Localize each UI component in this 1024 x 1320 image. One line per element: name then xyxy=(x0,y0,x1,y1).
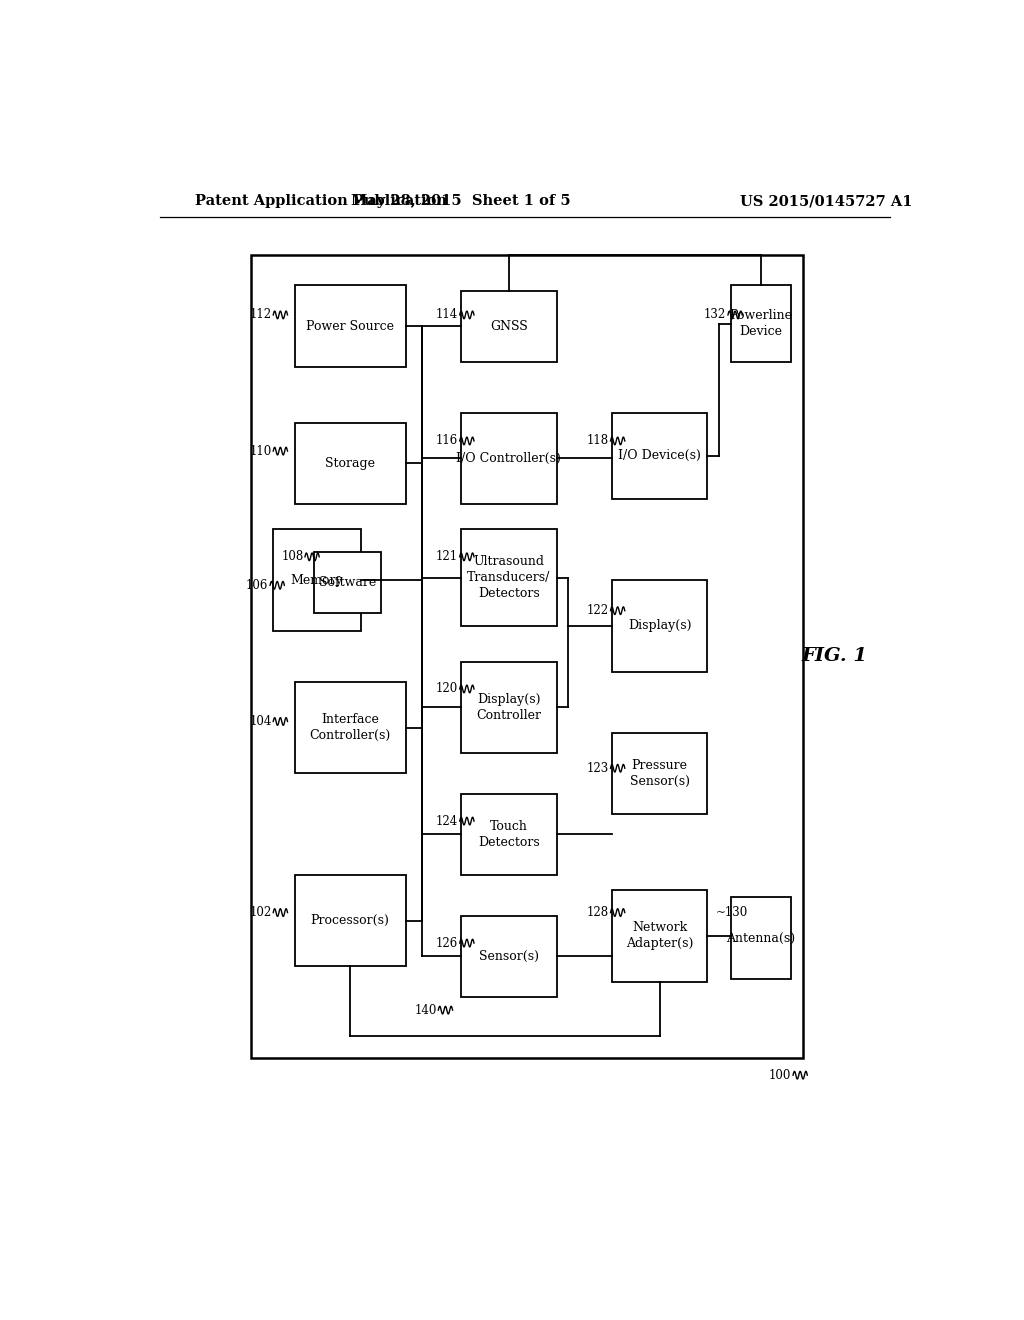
Text: Software: Software xyxy=(318,576,376,589)
Text: Display(s): Display(s) xyxy=(628,619,691,632)
Bar xyxy=(461,413,557,504)
Text: 108: 108 xyxy=(282,550,303,564)
Text: 122: 122 xyxy=(587,605,609,618)
Text: 124: 124 xyxy=(436,814,458,828)
Text: 110: 110 xyxy=(250,445,271,458)
Text: 100: 100 xyxy=(769,1069,792,1081)
Text: 140: 140 xyxy=(415,1003,436,1016)
Text: 106: 106 xyxy=(246,578,268,591)
Text: Powerline
Device: Powerline Device xyxy=(729,309,793,338)
Text: 120: 120 xyxy=(436,682,458,696)
Text: Power Source: Power Source xyxy=(306,319,394,333)
Text: GNSS: GNSS xyxy=(490,319,527,333)
Bar xyxy=(295,682,406,774)
Bar xyxy=(612,412,708,499)
Bar xyxy=(251,255,803,1057)
Text: Storage: Storage xyxy=(326,457,375,470)
Bar xyxy=(295,285,406,367)
Bar xyxy=(295,875,406,966)
Bar xyxy=(461,661,557,752)
Text: ~130: ~130 xyxy=(715,906,748,919)
Text: 121: 121 xyxy=(436,550,458,564)
Text: 116: 116 xyxy=(436,434,458,447)
Text: Antenna(s): Antenna(s) xyxy=(726,932,796,945)
Text: Patent Application Publication: Patent Application Publication xyxy=(196,194,447,209)
Text: Sensor(s): Sensor(s) xyxy=(479,950,539,962)
Bar xyxy=(295,422,406,504)
Text: 123: 123 xyxy=(587,762,609,775)
Bar xyxy=(731,285,791,362)
Text: 102: 102 xyxy=(250,906,271,919)
Text: I/O Controller(s): I/O Controller(s) xyxy=(457,451,561,465)
Bar xyxy=(273,529,360,631)
Text: 114: 114 xyxy=(436,309,458,322)
Bar xyxy=(461,529,557,626)
Bar xyxy=(612,733,708,814)
Text: Network
Adapter(s): Network Adapter(s) xyxy=(626,921,693,950)
Text: 112: 112 xyxy=(250,309,271,322)
Text: 128: 128 xyxy=(587,906,609,919)
Text: 104: 104 xyxy=(249,715,271,729)
Text: Memory: Memory xyxy=(291,574,343,586)
Text: Pressure
Sensor(s): Pressure Sensor(s) xyxy=(630,759,690,788)
Text: FIG. 1: FIG. 1 xyxy=(802,647,867,665)
Text: I/O Device(s): I/O Device(s) xyxy=(618,449,701,462)
Text: Interface
Controller(s): Interface Controller(s) xyxy=(309,713,391,742)
Text: May 28, 2015  Sheet 1 of 5: May 28, 2015 Sheet 1 of 5 xyxy=(351,194,571,209)
Text: Processor(s): Processor(s) xyxy=(310,915,390,927)
Text: 132: 132 xyxy=(705,309,726,322)
Text: Touch
Detectors: Touch Detectors xyxy=(478,820,540,849)
Text: 126: 126 xyxy=(436,937,458,949)
Bar xyxy=(731,898,791,978)
Text: 118: 118 xyxy=(587,434,609,447)
Text: Display(s)
Controller: Display(s) Controller xyxy=(476,693,542,722)
Bar xyxy=(313,552,381,612)
Bar xyxy=(461,916,557,997)
Bar xyxy=(612,890,708,982)
Bar xyxy=(461,793,557,875)
Bar xyxy=(461,290,557,362)
Bar xyxy=(612,581,708,672)
Text: US 2015/0145727 A1: US 2015/0145727 A1 xyxy=(740,194,912,209)
Text: Ultrasound
Transducers/
Detectors: Ultrasound Transducers/ Detectors xyxy=(467,556,551,601)
